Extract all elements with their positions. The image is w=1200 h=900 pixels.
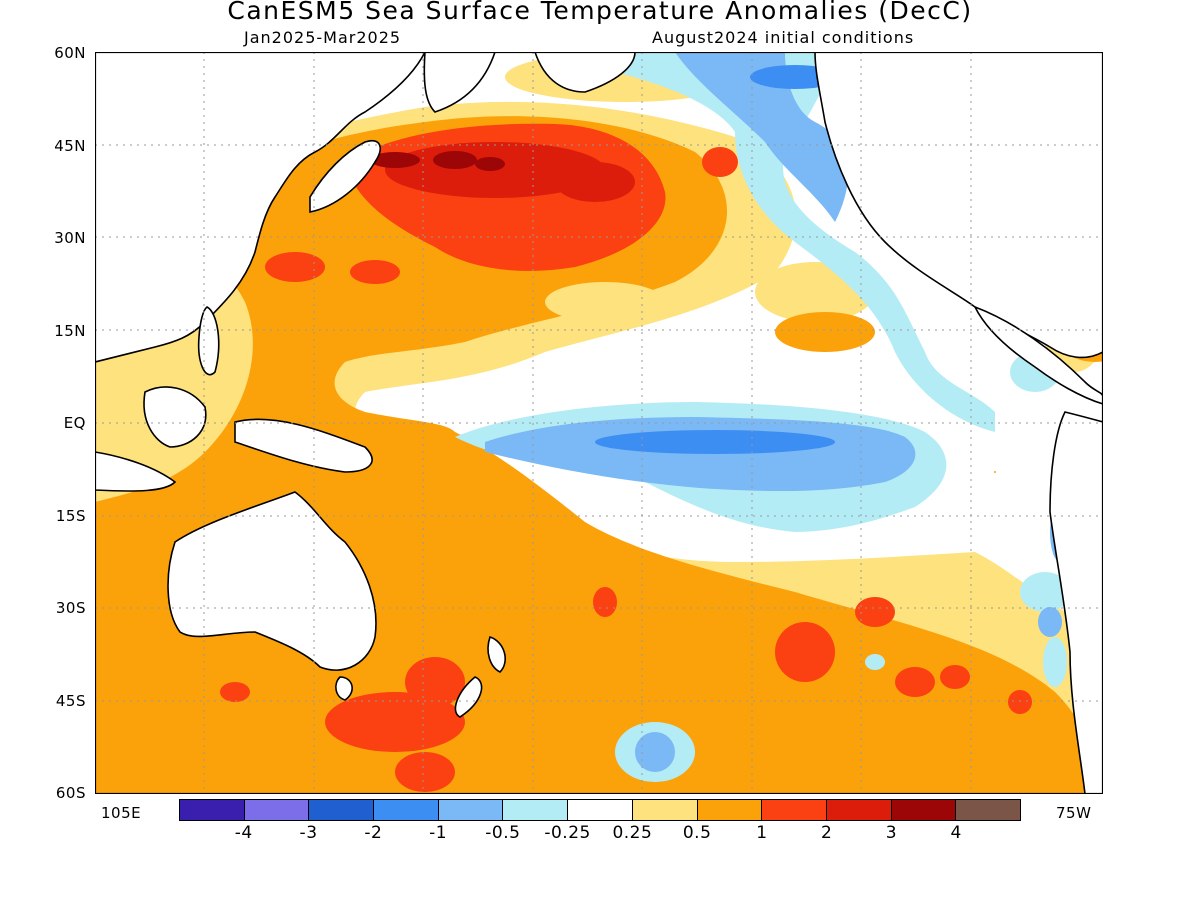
- lat-label-60n: 60N: [54, 44, 86, 62]
- colorbar-box: [309, 800, 375, 820]
- map-gridlines: [95, 52, 1103, 794]
- anomaly-band-3: [370, 151, 505, 171]
- lat-label-30n: 30N: [54, 229, 86, 247]
- lat-label-45n: 45N: [54, 137, 86, 155]
- colorbar-box: [180, 800, 245, 820]
- colorbar-box: [826, 800, 892, 820]
- colorbar-box: [891, 800, 957, 820]
- sst-anomaly-map: [95, 52, 1103, 794]
- lat-label-45s: 45S: [55, 692, 86, 710]
- colorbar-box: [374, 800, 439, 820]
- colorbar-tick-label: 2: [821, 823, 833, 843]
- lat-label-15s: 15S: [55, 507, 86, 525]
- colorbar-tick-label: 4: [950, 823, 962, 843]
- colorbar-tick-label: 0.25: [612, 823, 653, 843]
- colorbar-box: [697, 800, 763, 820]
- colorbar-tick-label: -0.5: [485, 823, 521, 843]
- colorbar-box: [438, 800, 504, 820]
- init-conditions-subtitle: August2024 initial conditions: [652, 28, 915, 47]
- period-subtitle: Jan2025-Mar2025: [244, 28, 402, 47]
- colorbar-tick-label: 1: [756, 823, 768, 843]
- lon-label-105e: 105E: [101, 804, 142, 822]
- land-masses: [95, 52, 1103, 794]
- map-frame: [95, 52, 1103, 794]
- colorbar-box: [956, 800, 1020, 820]
- lat-label-eq: EQ: [63, 414, 86, 432]
- colorbar-tick-label: 3: [885, 823, 898, 843]
- lat-label-60s: 60S: [55, 784, 86, 802]
- colorbar-box: [244, 800, 310, 820]
- colorbar-tick-label: -4: [234, 823, 253, 843]
- colorbar-box: [762, 800, 827, 820]
- lat-label-30s: 30S: [55, 599, 86, 617]
- plot-title: CanESM5 Sea Surface Temperature Anomalie…: [227, 0, 973, 25]
- colorbar-box: [503, 800, 569, 820]
- colorbar-box: [568, 800, 633, 820]
- lon-label-75w: 75W: [1056, 804, 1092, 822]
- colorbar-tick-label: -0.25: [544, 823, 591, 843]
- colorbar-tick-label: 0.5: [682, 823, 712, 843]
- colorbar-box: [632, 800, 698, 820]
- lat-label-15n: 15N: [54, 322, 86, 340]
- colorbar-tick-label: -3: [299, 823, 318, 843]
- colorbar-tick-label: -1: [429, 823, 448, 843]
- colorbar-tick-label: -2: [364, 823, 383, 843]
- colorbar: [179, 799, 1021, 821]
